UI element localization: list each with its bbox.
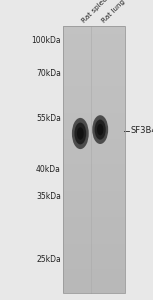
Ellipse shape	[97, 124, 103, 135]
Ellipse shape	[80, 132, 81, 135]
Ellipse shape	[80, 133, 81, 134]
Ellipse shape	[73, 119, 88, 148]
Text: Rat lung: Rat lung	[101, 0, 126, 24]
Ellipse shape	[79, 131, 82, 136]
Text: Rat spleen: Rat spleen	[81, 0, 112, 24]
Ellipse shape	[77, 128, 83, 139]
Ellipse shape	[96, 122, 104, 137]
Ellipse shape	[97, 124, 103, 135]
Ellipse shape	[99, 127, 102, 132]
Bar	[63, 26, 125, 292]
Ellipse shape	[98, 125, 103, 134]
Ellipse shape	[77, 127, 84, 140]
Ellipse shape	[73, 121, 87, 146]
Ellipse shape	[76, 125, 85, 142]
Ellipse shape	[97, 124, 103, 135]
Text: 35kDa: 35kDa	[36, 192, 61, 201]
Ellipse shape	[74, 122, 87, 146]
Ellipse shape	[75, 124, 85, 143]
Ellipse shape	[79, 130, 82, 136]
Ellipse shape	[92, 115, 108, 144]
Ellipse shape	[78, 129, 83, 138]
Ellipse shape	[92, 115, 108, 144]
Ellipse shape	[95, 119, 106, 140]
Ellipse shape	[76, 126, 84, 141]
Ellipse shape	[72, 118, 89, 149]
Text: 25kDa: 25kDa	[36, 255, 61, 264]
Text: SF3B4: SF3B4	[131, 126, 153, 135]
Ellipse shape	[97, 123, 104, 136]
Ellipse shape	[74, 121, 87, 146]
Ellipse shape	[98, 125, 103, 134]
Ellipse shape	[97, 123, 104, 136]
Text: 40kDa: 40kDa	[36, 165, 61, 174]
Text: 100kDa: 100kDa	[31, 36, 61, 45]
Text: 70kDa: 70kDa	[36, 69, 61, 78]
Ellipse shape	[79, 131, 81, 136]
Ellipse shape	[99, 128, 101, 131]
Text: 55kDa: 55kDa	[36, 114, 61, 123]
Ellipse shape	[78, 128, 83, 139]
Ellipse shape	[73, 120, 88, 147]
Ellipse shape	[96, 122, 105, 138]
Ellipse shape	[72, 118, 89, 149]
Ellipse shape	[73, 119, 88, 148]
Ellipse shape	[75, 123, 86, 144]
Ellipse shape	[95, 119, 106, 140]
Ellipse shape	[74, 123, 86, 144]
Ellipse shape	[76, 125, 85, 142]
Ellipse shape	[99, 128, 101, 131]
Ellipse shape	[93, 116, 108, 143]
Ellipse shape	[78, 129, 83, 138]
Ellipse shape	[77, 127, 84, 140]
Ellipse shape	[99, 127, 102, 133]
Ellipse shape	[100, 129, 101, 130]
Ellipse shape	[75, 124, 86, 143]
Ellipse shape	[77, 127, 84, 140]
Ellipse shape	[100, 129, 101, 130]
Ellipse shape	[94, 118, 107, 141]
Ellipse shape	[93, 116, 108, 143]
Ellipse shape	[94, 118, 107, 142]
Ellipse shape	[95, 121, 105, 139]
Ellipse shape	[95, 120, 106, 139]
Ellipse shape	[74, 123, 86, 144]
Ellipse shape	[94, 119, 106, 140]
Ellipse shape	[98, 126, 102, 133]
Ellipse shape	[93, 117, 107, 142]
Ellipse shape	[74, 122, 86, 145]
Ellipse shape	[94, 118, 106, 141]
Ellipse shape	[76, 126, 84, 141]
Ellipse shape	[95, 121, 105, 138]
Ellipse shape	[93, 117, 107, 142]
Ellipse shape	[98, 126, 102, 134]
Ellipse shape	[96, 122, 104, 137]
Ellipse shape	[80, 133, 81, 134]
Ellipse shape	[78, 130, 82, 137]
Ellipse shape	[72, 118, 88, 148]
